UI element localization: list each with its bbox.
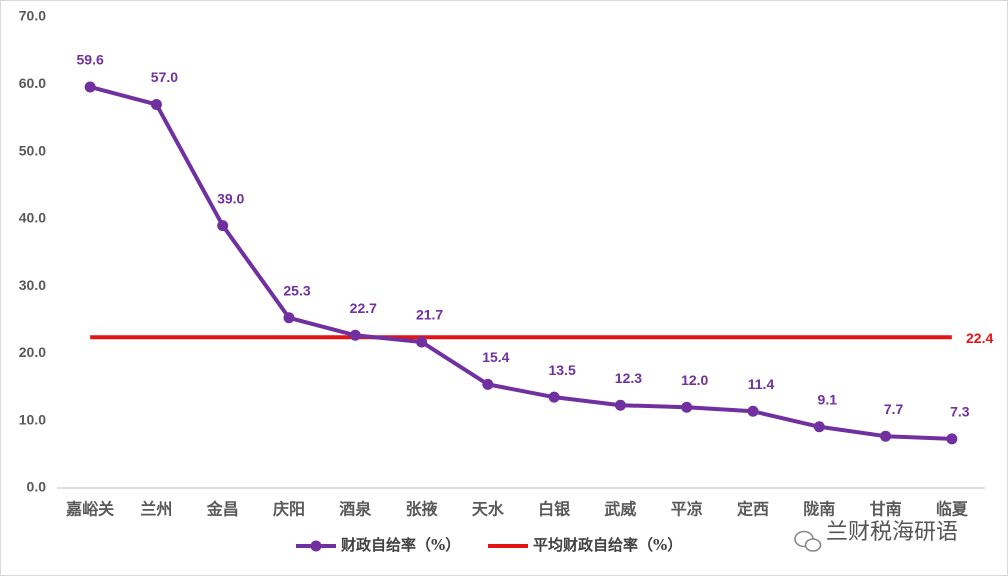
point bbox=[349, 329, 361, 341]
x-tick-label: 金昌 bbox=[206, 500, 239, 519]
x-tick-label: 嘉峪关 bbox=[65, 500, 114, 519]
data-label: 25.3 bbox=[283, 282, 310, 298]
x-tick-label: 张掖 bbox=[406, 500, 438, 519]
data-label: 12.3 bbox=[615, 370, 642, 386]
data-label: 7.7 bbox=[884, 401, 904, 417]
point bbox=[614, 399, 626, 411]
average-label: 22.4 bbox=[966, 330, 993, 346]
data-label: 12.0 bbox=[681, 372, 708, 388]
data-label: 21.7 bbox=[416, 307, 443, 323]
point bbox=[548, 391, 560, 403]
x-tick-label: 庆阳 bbox=[272, 500, 305, 519]
data-label: 7.3 bbox=[950, 404, 970, 420]
watermark: 兰财税海研语 bbox=[826, 520, 958, 545]
x-tick-label: 临夏 bbox=[936, 500, 969, 519]
data-label: 13.5 bbox=[549, 362, 576, 378]
x-tick-label: 兰州 bbox=[140, 500, 172, 519]
point bbox=[150, 98, 162, 110]
x-tick-label: 甘南 bbox=[870, 500, 902, 519]
legend-marker bbox=[310, 540, 322, 552]
x-tick-label: 天水 bbox=[472, 500, 505, 519]
point bbox=[681, 401, 693, 413]
series-line bbox=[89, 85, 952, 441]
data-label: 22.7 bbox=[350, 300, 377, 316]
x-tick-label: 酒泉 bbox=[339, 500, 372, 519]
x-tick-label: 平凉 bbox=[671, 500, 703, 519]
point bbox=[84, 81, 96, 93]
legend-label: 平均财政自给率（%） bbox=[533, 536, 682, 554]
y-tick-label: 20.0 bbox=[19, 344, 46, 360]
data-label: 11.4 bbox=[748, 376, 775, 392]
x-tick-label: 陇南 bbox=[803, 500, 835, 519]
point bbox=[482, 378, 494, 390]
point bbox=[217, 220, 229, 232]
wechat-icon bbox=[794, 530, 822, 552]
legend-label: 财政自给率（%） bbox=[341, 536, 460, 554]
point bbox=[813, 421, 825, 433]
point bbox=[416, 336, 428, 348]
data-label: 57.0 bbox=[151, 69, 178, 85]
y-tick-label: 30.0 bbox=[19, 277, 46, 293]
y-tick-label: 0.0 bbox=[27, 479, 47, 495]
data-label: 15.4 bbox=[482, 349, 509, 365]
point bbox=[946, 433, 958, 445]
point bbox=[747, 405, 759, 417]
y-tick-label: 10.0 bbox=[19, 411, 46, 427]
x-tick-label: 武威 bbox=[604, 500, 636, 519]
y-tick-label: 60.0 bbox=[19, 75, 46, 91]
data-label: 39.0 bbox=[217, 190, 244, 206]
data-label: 59.6 bbox=[77, 52, 104, 68]
y-tick-label: 40.0 bbox=[19, 210, 46, 226]
point bbox=[283, 312, 295, 324]
data-label: 9.1 bbox=[818, 391, 838, 407]
y-tick-label: 50.0 bbox=[19, 142, 46, 158]
x-tick-label: 定西 bbox=[736, 500, 769, 519]
y-tick-label: 70.0 bbox=[19, 8, 46, 24]
x-tick-label: 白银 bbox=[538, 500, 571, 519]
point bbox=[880, 430, 892, 442]
